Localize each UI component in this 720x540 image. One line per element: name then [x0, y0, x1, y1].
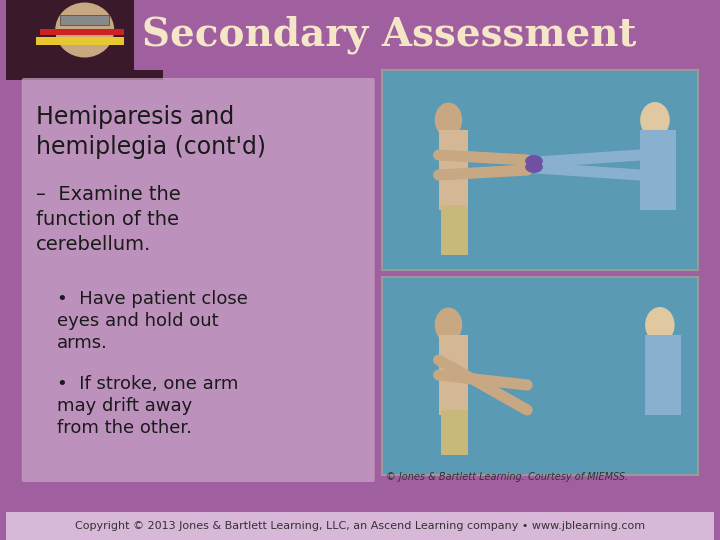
Bar [441, 205, 468, 255]
Text: Secondary Assessment: Secondary Assessment [143, 16, 636, 54]
Ellipse shape [525, 155, 543, 167]
Bar [382, 277, 698, 475]
Text: Copyright © 2013 Jones & Bartlett Learning, LLC, an Ascend Learning company • ww: Copyright © 2013 Jones & Bartlett Learni… [75, 521, 645, 531]
Bar [382, 70, 698, 270]
Bar [640, 130, 675, 210]
Text: Hemiparesis and
hemiplegia (cont'd): Hemiparesis and hemiplegia (cont'd) [35, 105, 266, 159]
Bar [40, 29, 124, 35]
Ellipse shape [55, 3, 114, 57]
Bar [60, 15, 109, 25]
Bar [6, 0, 163, 80]
FancyBboxPatch shape [22, 78, 374, 482]
Text: •  If stroke, one arm
may drift away
from the other.: • If stroke, one arm may drift away from… [57, 375, 238, 437]
Bar [645, 335, 680, 415]
Ellipse shape [525, 161, 543, 173]
Text: –  Examine the
function of the
cerebellum.: – Examine the function of the cerebellum… [35, 185, 180, 254]
Bar [438, 130, 468, 210]
Bar [6, 512, 714, 540]
Ellipse shape [435, 307, 462, 342]
Ellipse shape [435, 103, 462, 138]
Bar [441, 410, 468, 455]
Bar [134, 0, 714, 70]
Bar [35, 37, 124, 45]
Text: •  Have patient close
eyes and hold out
arms.: • Have patient close eyes and hold out a… [57, 290, 248, 353]
Bar [438, 335, 468, 415]
Ellipse shape [645, 307, 675, 343]
Ellipse shape [640, 102, 670, 138]
Text: © Jones & Bartlett Learning. Courtesy of MIEMSS.: © Jones & Bartlett Learning. Courtesy of… [386, 472, 628, 482]
